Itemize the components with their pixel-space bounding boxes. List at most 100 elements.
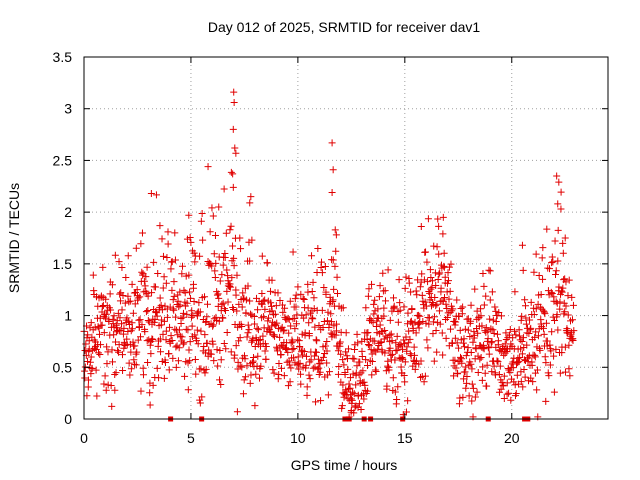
- data-point: [159, 330, 167, 338]
- data-point: [538, 254, 546, 262]
- data-point: [488, 368, 496, 376]
- data-point: [175, 303, 183, 311]
- data-point: [117, 326, 125, 334]
- data-point: [132, 361, 140, 369]
- data-point: [476, 355, 484, 363]
- data-point: [193, 326, 201, 334]
- data-point: [276, 296, 284, 304]
- data-point: [185, 271, 193, 279]
- data-point: [436, 320, 444, 328]
- data-point: [511, 381, 519, 389]
- data-point: [229, 125, 237, 133]
- data-point: [472, 345, 480, 353]
- data-point: [172, 363, 180, 371]
- data-point: [342, 329, 350, 337]
- data-point: [239, 295, 247, 303]
- data-point: [153, 312, 161, 320]
- data-point: [338, 402, 346, 410]
- data-point: [374, 305, 382, 313]
- data-point: [167, 332, 175, 340]
- data-point: [462, 384, 470, 392]
- data-point: [128, 280, 136, 288]
- y-tick-label: 0.5: [53, 359, 73, 375]
- data-point: [226, 226, 234, 234]
- data-point: [297, 380, 305, 388]
- data-point: [239, 289, 247, 297]
- data-point: [197, 327, 205, 335]
- data-point: [352, 381, 360, 389]
- data-point: [556, 369, 564, 377]
- data-point: [544, 287, 552, 295]
- data-point: [435, 270, 443, 278]
- data-point: [123, 314, 131, 322]
- data-point: [311, 323, 319, 331]
- data-point: [386, 331, 394, 339]
- data-point: [118, 351, 126, 359]
- data-point: [82, 340, 90, 348]
- data-point: [81, 367, 89, 375]
- data-point: [262, 355, 270, 363]
- data-point: [300, 295, 308, 303]
- data-point: [125, 298, 133, 306]
- data-point: [214, 302, 222, 310]
- data-point: [478, 376, 486, 384]
- data-point: [328, 139, 336, 147]
- data-point: [85, 345, 93, 353]
- data-point: [219, 261, 227, 269]
- data-point: [412, 329, 420, 337]
- data-point: [328, 318, 336, 326]
- data-point: [298, 311, 306, 319]
- data-point: [397, 341, 405, 349]
- data-point: [330, 285, 338, 293]
- data-point: [144, 358, 152, 366]
- data-point: [364, 387, 372, 395]
- data-point: [158, 235, 166, 243]
- data-point: [468, 397, 476, 405]
- data-point: [467, 317, 475, 325]
- data-point: [541, 353, 549, 361]
- data-point: [364, 329, 372, 337]
- data-point: [276, 333, 284, 341]
- data-point: [176, 301, 184, 309]
- data-point: [485, 343, 493, 351]
- data-point: [539, 275, 547, 283]
- data-point: [376, 282, 384, 290]
- data-point: [130, 356, 138, 364]
- data-point: [244, 321, 252, 329]
- data-point: [521, 302, 529, 310]
- data-point: [518, 337, 526, 345]
- data-point: [246, 297, 254, 305]
- data-point: [127, 348, 135, 356]
- data-point: [204, 163, 212, 171]
- data-point: [177, 320, 185, 328]
- data-point: [400, 371, 408, 379]
- data-point: [427, 285, 435, 293]
- data-point: [556, 298, 564, 306]
- data-point: [433, 243, 441, 251]
- data-point: [542, 319, 550, 327]
- data-point: [469, 338, 477, 346]
- data-point: [275, 371, 283, 379]
- data-point: [323, 317, 331, 325]
- data-point: [187, 313, 195, 321]
- data-point: [548, 290, 556, 298]
- data-point: [245, 326, 253, 334]
- data-point: [381, 287, 389, 295]
- data-point: [486, 296, 494, 304]
- data-point: [397, 363, 405, 371]
- data-point: [198, 209, 206, 217]
- data-point: [268, 276, 276, 284]
- data-point: [170, 278, 178, 286]
- data-point: [195, 299, 203, 307]
- data-point: [459, 339, 467, 347]
- data-point: [315, 321, 323, 329]
- data-point: [461, 325, 469, 333]
- data-point: [168, 286, 176, 294]
- data-point: [349, 388, 357, 396]
- data-point: [115, 348, 123, 356]
- data-point: [499, 381, 507, 389]
- data-point: [399, 345, 407, 353]
- data-point: [323, 347, 331, 355]
- data-point: [557, 188, 565, 196]
- data-point: [84, 376, 92, 384]
